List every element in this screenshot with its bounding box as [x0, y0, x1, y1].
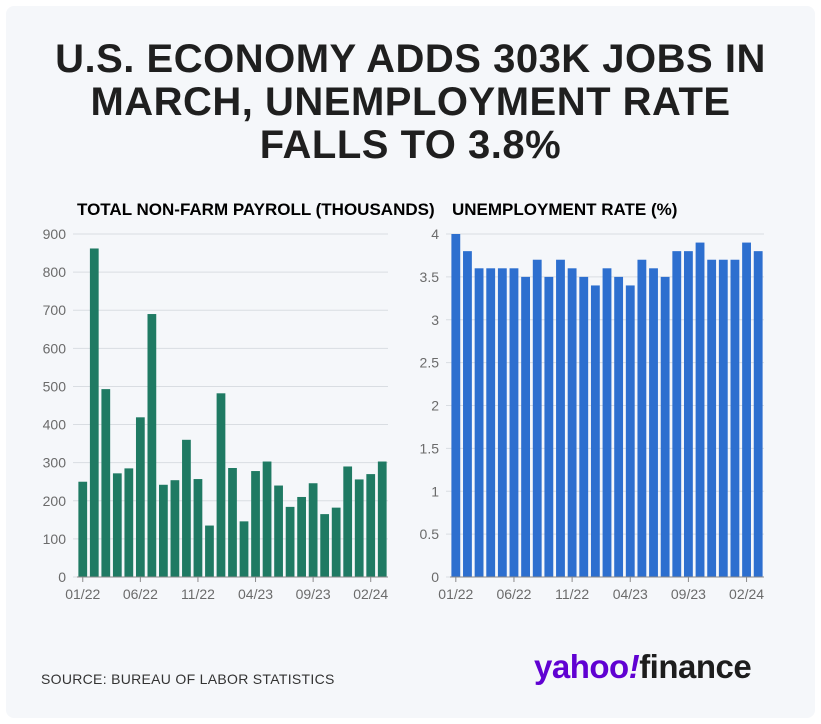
unemployment-bar-05-23: [637, 259, 647, 577]
payroll-bar-07-23: [285, 506, 295, 577]
unemployment-y-tick-label: 3: [431, 312, 439, 328]
payroll-bar-01-23: [216, 393, 226, 577]
payroll-bar-02-22: [89, 248, 99, 577]
unemployment-bar-01-23: [590, 285, 600, 577]
payroll-bar-02-24: [366, 474, 376, 577]
unemployment-bar-08-22: [532, 259, 542, 577]
unemployment-y-tick-label: 2: [431, 398, 439, 414]
payroll-bar-11-22: [193, 479, 203, 577]
payroll-bar-04-23: [251, 471, 260, 577]
unemployment-bar-03-23: [614, 276, 624, 577]
headline-line-3: FALLS TO 3.8%: [259, 123, 562, 167]
payroll-bar-01-24: [354, 479, 364, 577]
payroll-x-tick-label: 02/24: [353, 586, 388, 602]
unemployment-bar-02-22: [463, 251, 472, 577]
payroll-bar-10-22: [182, 439, 191, 577]
payroll-bar-03-22: [101, 389, 111, 577]
source-note: SOURCE: BUREAU OF LABOR STATISTICS: [41, 671, 335, 687]
unemployment-bar-01-24: [730, 259, 740, 577]
payroll-bar-03-24: [377, 461, 387, 577]
payroll-bar-09-22: [170, 480, 180, 577]
unemployment-x-tick-label: 06/22: [496, 586, 531, 602]
unemployment-x-tick-label: 02/24: [729, 586, 764, 602]
payroll-bar-09-23: [308, 483, 318, 577]
unemployment-y-tick-label: 1.5: [420, 440, 440, 456]
payroll-bar-04-22: [112, 473, 122, 577]
unemployment-y-tick-label: 3.5: [420, 269, 440, 285]
unemployment-y-tick-label: 0: [431, 569, 439, 585]
unemployment-y-tick-label: 0.5: [420, 526, 440, 542]
unemployment-bar-01-22: [451, 234, 461, 577]
payroll-bar-07-22: [147, 314, 157, 577]
payroll-x-tick-label: 06/22: [123, 586, 158, 602]
payroll-bar-10-23: [320, 514, 330, 577]
payroll-y-tick-label: 300: [43, 455, 67, 471]
payroll-bar-05-23: [262, 461, 272, 577]
headline-line-2: MARCH, UNEMPLOYMENT RATE: [90, 80, 731, 124]
payroll-y-tick-label: 700: [43, 302, 67, 318]
unemployment-bar-04-22: [486, 268, 496, 577]
unemployment-x-tick-label: 09/23: [671, 586, 706, 602]
unemployment-bar-11-23: [707, 259, 717, 577]
payroll-y-tick-label: 500: [43, 378, 67, 394]
unemployment-bar-03-24: [753, 251, 763, 577]
payroll-bar-11-23: [331, 507, 341, 577]
unemployment-x-tick-label: 11/22: [555, 586, 589, 602]
unemployment-y-tick-label: 1: [431, 483, 439, 499]
payroll-y-tick-label: 900: [43, 226, 67, 242]
payroll-x-tick-label: 11/22: [181, 586, 215, 602]
unemployment-bar-07-22: [521, 276, 531, 577]
headline-line-1: U.S. ECONOMY ADDS 303K JOBS IN: [55, 37, 766, 81]
payroll-chart-title: TOTAL NON-FARM PAYROLL (THOUSANDS): [77, 200, 435, 219]
payroll-bar-12-22: [205, 525, 214, 577]
unemployment-x-tick-label: 01/22: [438, 586, 473, 602]
unemployment-bar-09-22: [544, 276, 554, 577]
unemployment-bar-chart: 0 0.5 1 1.5 2 2.5 3 3.5 4 01/22 06/22 11/22 04/23 09/…: [420, 226, 765, 602]
payroll-bar-01-22: [78, 481, 88, 577]
payroll-bar-08-22: [159, 484, 168, 577]
yahoo-finance-logo: yahoo!finance: [534, 648, 752, 686]
unemployment-bar-08-23: [672, 251, 682, 577]
unemployment-bar-02-24: [742, 242, 751, 577]
unemployment-bar-06-22: [509, 268, 519, 577]
unemployment-bar-04-23: [625, 285, 635, 577]
payroll-y-tick-label: 100: [43, 531, 67, 547]
payroll-y-tick-label: 200: [43, 493, 67, 509]
payroll-bar-06-23: [274, 485, 283, 577]
unemployment-y-tick-label: 2.5: [420, 355, 440, 371]
headline: U.S. ECONOMY ADDS 303K JOBS IN MARCH, UN…: [0, 38, 821, 167]
payroll-bar-02-23: [228, 468, 237, 577]
unemployment-y-tick-label: 4: [431, 226, 439, 242]
unemployment-bar-10-22: [556, 259, 565, 577]
unemployment-bar-07-23: [660, 276, 670, 577]
payroll-x-tick-label: 09/23: [296, 586, 331, 602]
payroll-y-tick-label: 400: [43, 417, 67, 433]
payroll-x-tick-label: 01/22: [65, 586, 100, 602]
unemployment-bar-03-22: [474, 268, 484, 577]
unemployment-bar-05-22: [497, 268, 507, 577]
payroll-bar-06-22: [135, 417, 145, 577]
payroll-y-tick-label: 800: [43, 264, 67, 280]
unemployment-bar-10-23: [695, 242, 705, 577]
payroll-x-tick-label: 04/23: [238, 586, 273, 602]
payroll-bar-08-23: [297, 496, 306, 577]
payroll-bar-chart: 0 100 200 300 400 500 600 700 800 900 01/22 06/22 11…: [43, 226, 389, 602]
payroll-bar-03-23: [239, 521, 249, 577]
unemployment-bar-12-22: [579, 276, 589, 577]
unemployment-x-tick-label: 04/23: [613, 586, 648, 602]
unemployment-bar-06-23: [649, 268, 658, 577]
unemployment-bar-11-22: [567, 268, 577, 577]
unemployment-bar-09-23: [683, 251, 693, 577]
unemployment-bar-12-23: [718, 259, 728, 577]
unemployment-chart-title: UNEMPLOYMENT RATE (%): [452, 200, 678, 219]
payroll-bar-05-22: [124, 468, 134, 577]
payroll-bar-12-23: [343, 466, 353, 577]
logo-finance-text: finance: [639, 648, 752, 685]
unemployment-bar-02-23: [602, 268, 612, 577]
logo-exclamation: !: [628, 648, 640, 685]
payroll-y-tick-label: 600: [43, 340, 67, 356]
logo-yahoo-text: yahoo: [534, 648, 629, 685]
payroll-y-tick-label: 0: [58, 569, 66, 585]
